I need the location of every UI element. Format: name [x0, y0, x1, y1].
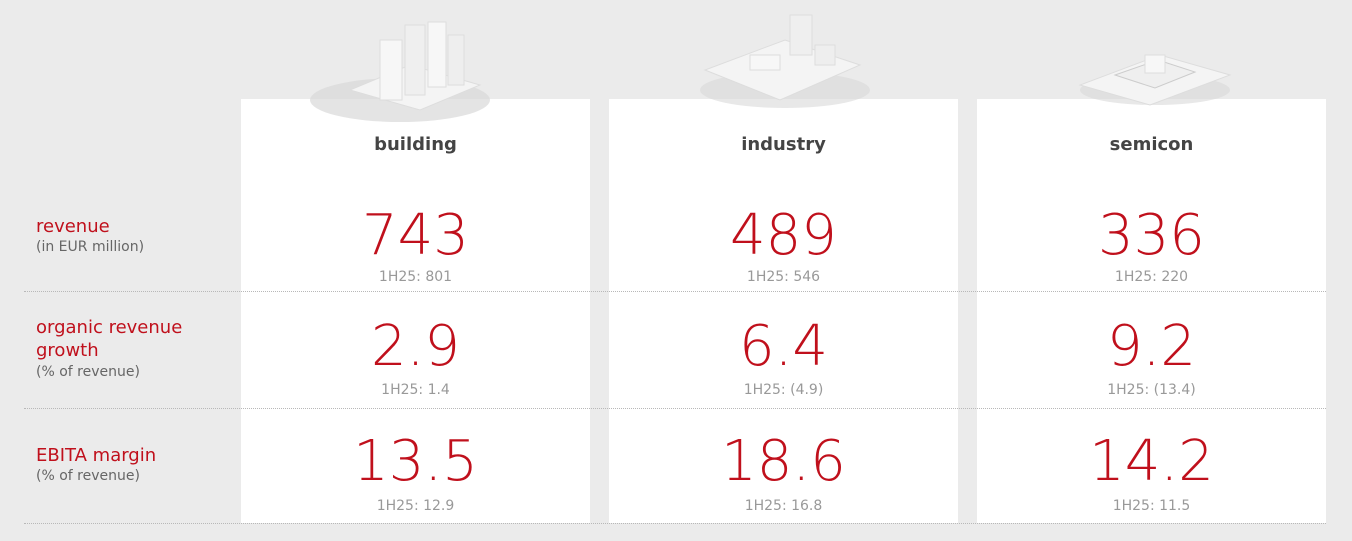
row-separator [24, 291, 1326, 292]
row-label: revenue [36, 216, 110, 237]
prior-value: 1H25: 1.4 [381, 382, 450, 398]
metric-value: 13.5 [353, 429, 478, 494]
metric-value: 2.9 [370, 314, 461, 379]
metric-value: 336 [1098, 203, 1205, 268]
row-sublabel: (% of revenue) [36, 468, 140, 484]
card [241, 99, 590, 523]
column-header: industry [741, 134, 826, 155]
prior-value: 1H25: 16.8 [744, 498, 823, 514]
prior-value: 1H25: 546 [746, 269, 821, 285]
industry-illustration [700, 14, 870, 108]
row-separator [24, 408, 1326, 409]
metric-value: 743 [362, 203, 469, 268]
row-sublabel: (in EUR million) [36, 239, 145, 255]
prior-value: 1H25: (13.4) [1107, 382, 1196, 398]
prior-value: 1H25: (4.9) [743, 382, 824, 398]
card [609, 99, 958, 523]
row-label: organic revenue growth [36, 317, 183, 361]
column-header: semicon [1109, 134, 1194, 155]
row-separator [24, 523, 1326, 524]
prior-value: 1H25: 220 [1114, 269, 1189, 285]
card [977, 99, 1326, 523]
metric-value: 9.2 [1106, 314, 1197, 379]
metric-value: 18.6 [721, 429, 846, 494]
column-header: building [374, 134, 457, 155]
metric-value: 14.2 [1089, 429, 1214, 494]
prior-value: 1H25: 801 [378, 269, 453, 285]
metric-value: 6.4 [738, 314, 829, 379]
semicon-illustration [1078, 54, 1232, 106]
prior-value: 1H25: 12.9 [376, 498, 455, 514]
row-label: EBITA margin [36, 445, 157, 466]
prior-value: 1H25: 11.5 [1112, 498, 1191, 514]
metric-value: 489 [730, 203, 837, 268]
row-sublabel: (% of revenue) [36, 364, 140, 380]
building-illustration [310, 21, 490, 122]
